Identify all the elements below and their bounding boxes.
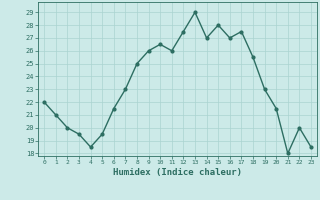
X-axis label: Humidex (Indice chaleur): Humidex (Indice chaleur): [113, 168, 242, 177]
